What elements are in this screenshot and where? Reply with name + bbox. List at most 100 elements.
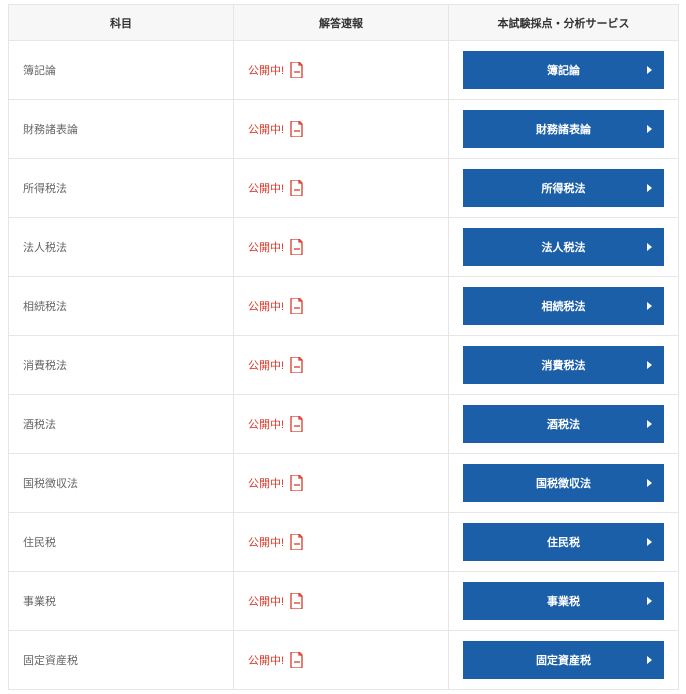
answer-link[interactable]: 公開中! (248, 357, 284, 373)
service-cell: 消費税法 (449, 336, 679, 395)
chevron-right-icon (647, 656, 652, 664)
answer-link[interactable]: 公開中! (248, 121, 284, 137)
document-icon (290, 534, 304, 550)
status-cell: 公開中! (234, 218, 449, 277)
header-status: 解答速報 (234, 5, 449, 41)
service-button-label: 住民税 (477, 534, 650, 550)
answer-link[interactable]: 公開中! (248, 180, 284, 196)
service-button[interactable]: 酒税法 (463, 405, 664, 443)
status-cell: 公開中! (234, 631, 449, 690)
service-button[interactable]: 事業税 (463, 582, 664, 620)
service-cell: 酒税法 (449, 395, 679, 454)
service-button-label: 酒税法 (477, 416, 650, 432)
service-button-label: 事業税 (477, 593, 650, 609)
table-header-row: 科目 解答速報 本試験採点・分析サービス (9, 5, 679, 41)
subjects-table: 科目 解答速報 本試験採点・分析サービス 簿記論公開中!簿記論財務諸表論公開中!… (8, 4, 679, 690)
table-row: 国税徴収法公開中!国税徴収法 (9, 454, 679, 513)
service-cell: 財務諸表論 (449, 100, 679, 159)
service-cell: 相続税法 (449, 277, 679, 336)
document-icon (290, 652, 304, 668)
table-row: 相続税法公開中!相続税法 (9, 277, 679, 336)
table-row: 法人税法公開中!法人税法 (9, 218, 679, 277)
chevron-right-icon (647, 184, 652, 192)
chevron-right-icon (647, 243, 652, 251)
subject-cell: 財務諸表論 (9, 100, 234, 159)
answer-link[interactable]: 公開中! (248, 593, 284, 609)
service-button[interactable]: 所得税法 (463, 169, 664, 207)
document-icon (290, 593, 304, 609)
subject-cell: 固定資産税 (9, 631, 234, 690)
answer-link[interactable]: 公開中! (248, 475, 284, 491)
document-icon (290, 475, 304, 491)
service-button-label: 法人税法 (477, 239, 650, 255)
service-button[interactable]: 固定資産税 (463, 641, 664, 679)
table-row: 所得税法公開中!所得税法 (9, 159, 679, 218)
service-cell: 住民税 (449, 513, 679, 572)
status-cell: 公開中! (234, 572, 449, 631)
service-button-label: 消費税法 (477, 357, 650, 373)
answer-link[interactable]: 公開中! (248, 239, 284, 255)
service-button[interactable]: 財務諸表論 (463, 110, 664, 148)
answer-link[interactable]: 公開中! (248, 62, 284, 78)
status-cell: 公開中! (234, 41, 449, 100)
service-button-label: 所得税法 (477, 180, 650, 196)
document-icon (290, 239, 304, 255)
service-button[interactable]: 国税徴収法 (463, 464, 664, 502)
table-row: 財務諸表論公開中!財務諸表論 (9, 100, 679, 159)
service-button-label: 財務諸表論 (477, 121, 650, 137)
subject-cell: 国税徴収法 (9, 454, 234, 513)
subject-cell: 簿記論 (9, 41, 234, 100)
status-cell: 公開中! (234, 395, 449, 454)
status-cell: 公開中! (234, 277, 449, 336)
document-icon (290, 121, 304, 137)
subject-cell: 住民税 (9, 513, 234, 572)
chevron-right-icon (647, 66, 652, 74)
table-row: 事業税公開中!事業税 (9, 572, 679, 631)
service-cell: 事業税 (449, 572, 679, 631)
subject-cell: 消費税法 (9, 336, 234, 395)
table-row: 簿記論公開中!簿記論 (9, 41, 679, 100)
chevron-right-icon (647, 479, 652, 487)
status-cell: 公開中! (234, 159, 449, 218)
service-button[interactable]: 相続税法 (463, 287, 664, 325)
service-cell: 簿記論 (449, 41, 679, 100)
subject-cell: 事業税 (9, 572, 234, 631)
chevron-right-icon (647, 361, 652, 369)
answer-link[interactable]: 公開中! (248, 298, 284, 314)
document-icon (290, 298, 304, 314)
table-row: 消費税法公開中!消費税法 (9, 336, 679, 395)
header-service: 本試験採点・分析サービス (449, 5, 679, 41)
document-icon (290, 62, 304, 78)
document-icon (290, 357, 304, 373)
status-cell: 公開中! (234, 513, 449, 572)
service-cell: 所得税法 (449, 159, 679, 218)
table-row: 固定資産税公開中!固定資産税 (9, 631, 679, 690)
document-icon (290, 180, 304, 196)
service-button-label: 固定資産税 (477, 652, 650, 668)
document-icon (290, 416, 304, 432)
service-button[interactable]: 簿記論 (463, 51, 664, 89)
answer-link[interactable]: 公開中! (248, 652, 284, 668)
service-button-label: 国税徴収法 (477, 475, 650, 491)
chevron-right-icon (647, 302, 652, 310)
answer-link[interactable]: 公開中! (248, 534, 284, 550)
service-button-label: 相続税法 (477, 298, 650, 314)
subject-cell: 法人税法 (9, 218, 234, 277)
header-subject: 科目 (9, 5, 234, 41)
answer-link[interactable]: 公開中! (248, 416, 284, 432)
status-cell: 公開中! (234, 336, 449, 395)
subject-cell: 酒税法 (9, 395, 234, 454)
service-cell: 国税徴収法 (449, 454, 679, 513)
chevron-right-icon (647, 538, 652, 546)
table-row: 住民税公開中!住民税 (9, 513, 679, 572)
service-button[interactable]: 法人税法 (463, 228, 664, 266)
chevron-right-icon (647, 125, 652, 133)
service-button[interactable]: 住民税 (463, 523, 664, 561)
chevron-right-icon (647, 420, 652, 428)
status-cell: 公開中! (234, 100, 449, 159)
subject-cell: 所得税法 (9, 159, 234, 218)
status-cell: 公開中! (234, 454, 449, 513)
table-row: 酒税法公開中!酒税法 (9, 395, 679, 454)
service-button[interactable]: 消費税法 (463, 346, 664, 384)
subject-cell: 相続税法 (9, 277, 234, 336)
